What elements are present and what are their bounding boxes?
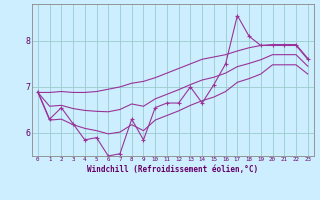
- X-axis label: Windchill (Refroidissement éolien,°C): Windchill (Refroidissement éolien,°C): [87, 165, 258, 174]
